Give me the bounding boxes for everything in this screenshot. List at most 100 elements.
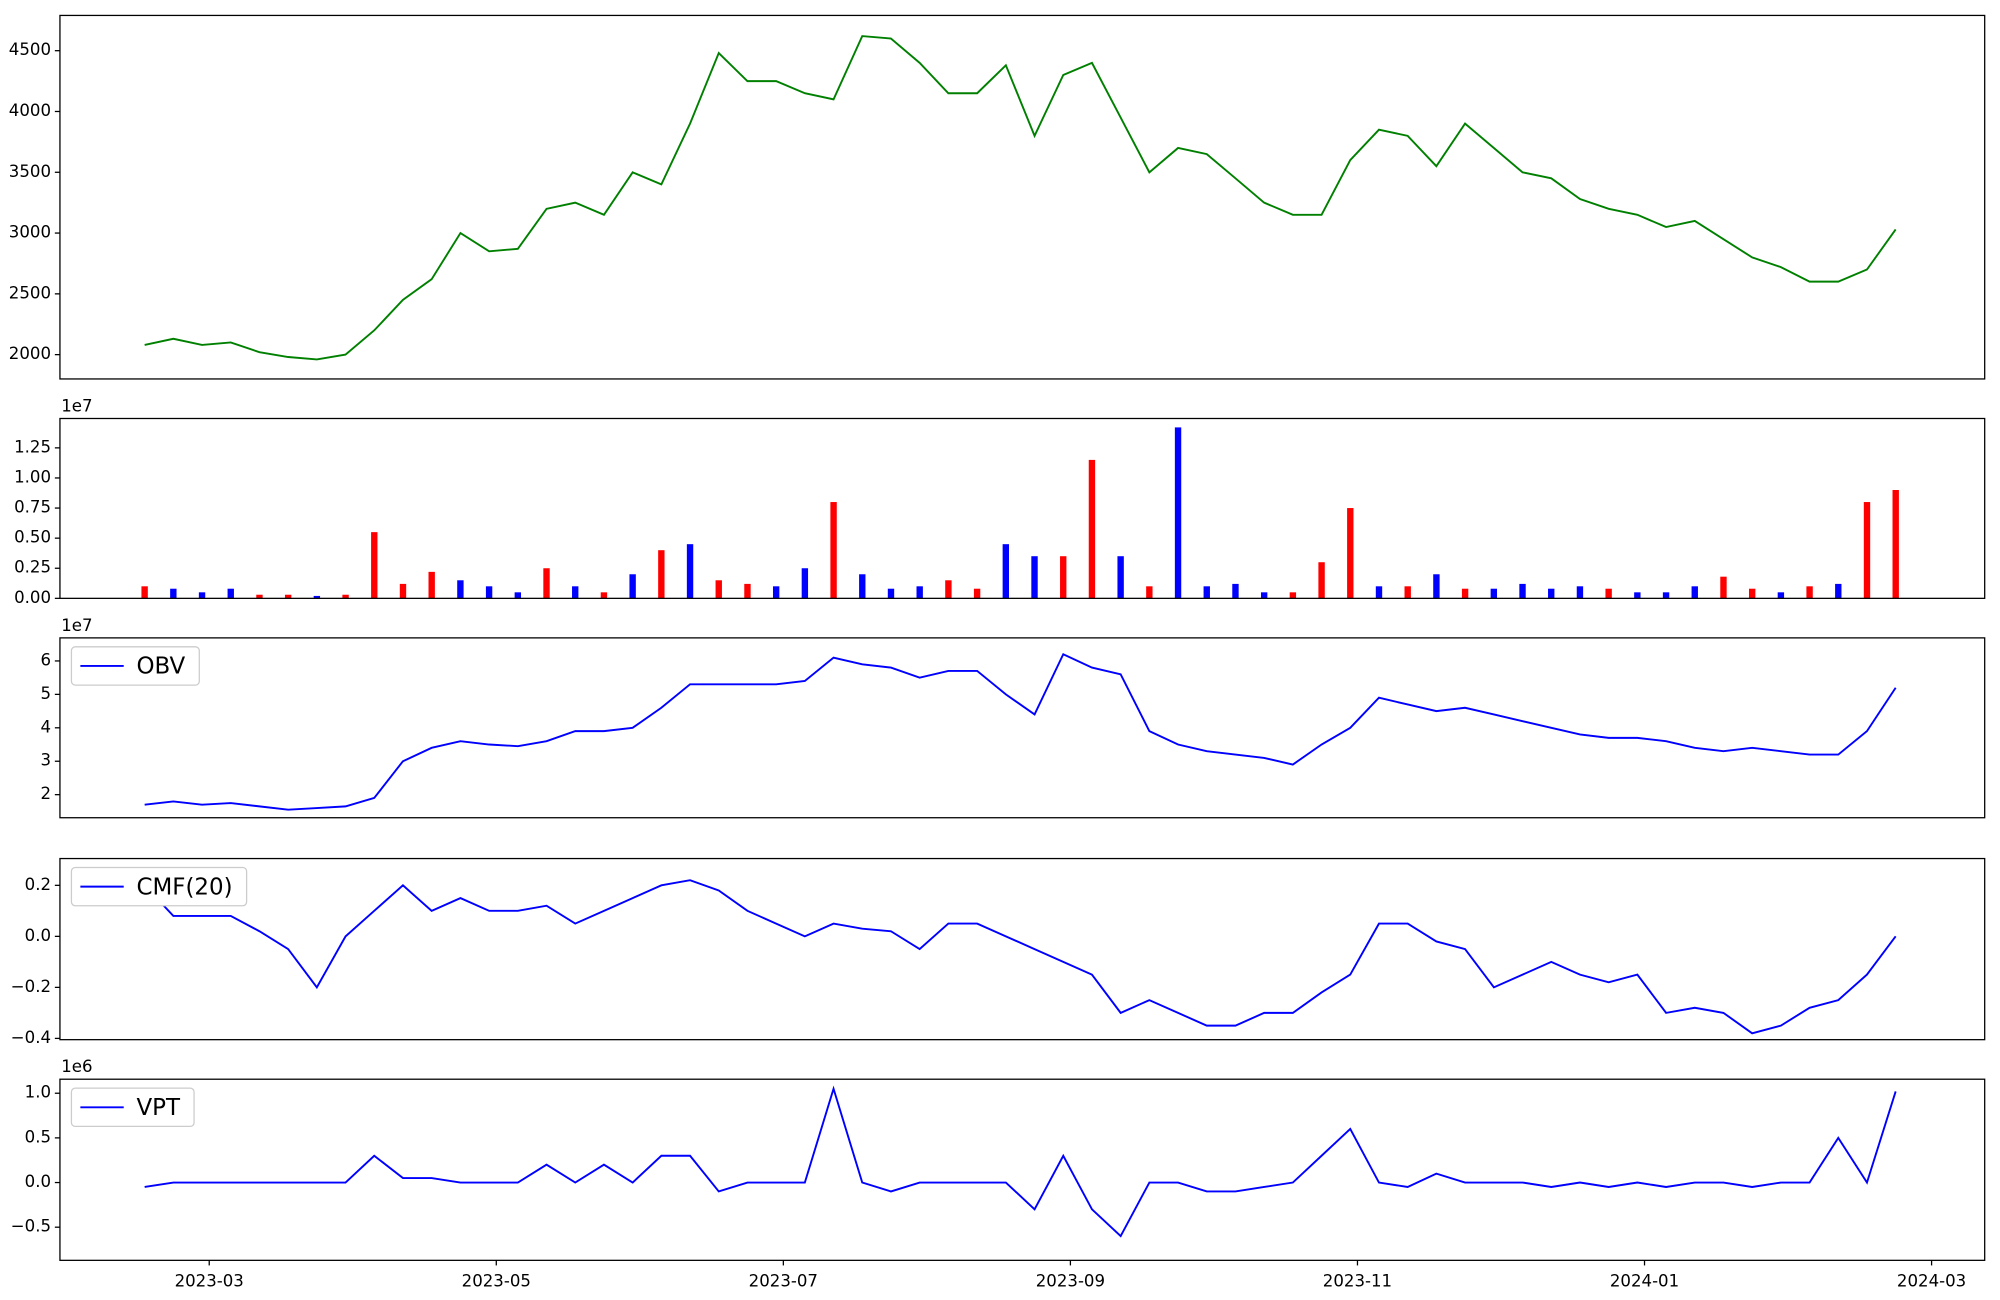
y-tick-label: 4 xyxy=(40,717,51,736)
bar xyxy=(916,586,923,599)
bar xyxy=(1576,586,1584,599)
x-tick-label: 2023-05 xyxy=(462,1272,531,1291)
bar xyxy=(1634,592,1641,599)
bar xyxy=(1060,556,1067,599)
legend-label: VPT xyxy=(136,1095,181,1121)
bar xyxy=(514,592,522,599)
bar xyxy=(256,594,263,599)
bar xyxy=(1347,508,1354,599)
y-tick-label: 0.2 xyxy=(25,875,51,894)
y-tick-label: 0.0 xyxy=(25,926,51,945)
panel: 0.00 0.25 0.50 0.75 1.00 1.25 1e7 xyxy=(14,397,1986,607)
bar xyxy=(428,571,435,599)
y-tick-label: −0.2 xyxy=(11,977,51,996)
offset-label: 1e7 xyxy=(61,397,92,416)
y-tick-label: 5 xyxy=(40,684,51,703)
bar xyxy=(1174,427,1182,599)
legend: OBV xyxy=(70,646,200,686)
panel: 2000 2500 3000 3500 4000 4500 xyxy=(9,14,1986,380)
bar xyxy=(1433,574,1440,599)
y-tick-label: 0.25 xyxy=(14,558,51,577)
bar xyxy=(830,502,837,599)
y-tick-label: 3500 xyxy=(9,162,51,181)
y-tick-label: 1.0 xyxy=(25,1083,51,1102)
bar xyxy=(1548,588,1555,599)
y-tick-label: 0.50 xyxy=(14,528,51,547)
bar xyxy=(801,568,809,599)
x-tick-label: 2023-07 xyxy=(749,1272,818,1291)
bar xyxy=(686,544,694,599)
bar xyxy=(543,568,550,599)
y-tick-label: 0.0 xyxy=(25,1172,51,1191)
y-tick-label: 3000 xyxy=(9,223,51,242)
legend-box xyxy=(70,1087,195,1128)
bar xyxy=(485,586,493,599)
y-tick-label: 2500 xyxy=(9,283,51,302)
bar xyxy=(170,588,177,599)
y-tick-label: 0.5 xyxy=(25,1127,51,1146)
offset-label: 1e7 xyxy=(61,616,92,635)
bar xyxy=(1002,544,1010,599)
bar xyxy=(1117,556,1124,599)
bar xyxy=(572,586,579,599)
bar xyxy=(887,588,895,599)
bar xyxy=(658,550,665,599)
x-tick-label: 2024-01 xyxy=(1610,1272,1679,1291)
bar xyxy=(1375,586,1383,599)
bar xyxy=(1605,588,1612,599)
legend-label: CMF(20) xyxy=(136,874,232,900)
bar xyxy=(1318,562,1325,599)
y-tick-label: 6 xyxy=(40,650,51,669)
bar xyxy=(715,580,722,599)
bar xyxy=(1088,459,1096,599)
x-tick-label: 2023-09 xyxy=(1036,1272,1105,1291)
bar xyxy=(629,574,636,599)
bar xyxy=(1232,583,1239,599)
x-tick-label: 2023-03 xyxy=(175,1272,244,1291)
bar xyxy=(1806,586,1813,599)
y-tick-label: −0.5 xyxy=(11,1217,51,1236)
line xyxy=(143,879,1897,1035)
bar xyxy=(1031,556,1038,599)
panel: 2 3 4 5 6 1e7 OBV xyxy=(40,616,1986,819)
bar xyxy=(1260,592,1268,599)
frame xyxy=(59,857,1986,1041)
offset-label: 1e6 xyxy=(61,1057,92,1076)
bar xyxy=(457,580,464,599)
bar xyxy=(1777,592,1785,599)
bar xyxy=(1519,583,1526,599)
legend-box xyxy=(70,866,248,907)
frame xyxy=(59,637,1986,819)
bar xyxy=(1748,588,1756,599)
bar xyxy=(1289,592,1297,599)
bar xyxy=(1863,502,1871,599)
y-tick-label: 2 xyxy=(40,784,51,803)
bar xyxy=(772,586,780,599)
x-tick-label: 2024-03 xyxy=(1897,1272,1966,1291)
frame xyxy=(59,417,1986,599)
x-tick-label: 2023-11 xyxy=(1323,1272,1392,1291)
bar xyxy=(284,594,292,599)
bar xyxy=(1691,586,1698,599)
y-tick-label: 2000 xyxy=(9,344,51,363)
y-tick-label: 1.25 xyxy=(14,437,51,456)
bar xyxy=(600,592,608,599)
y-tick-label: 4000 xyxy=(9,101,51,120)
y-tick-label: 0.00 xyxy=(14,588,51,607)
y-tick-label: −0.4 xyxy=(11,1028,51,1047)
bar xyxy=(198,592,206,599)
bar xyxy=(1490,588,1498,599)
frame xyxy=(59,14,1986,380)
panel: −0.5 0.0 0.5 1.0 2023-03 2023-05 2023-07 2023-0… xyxy=(11,1057,1986,1291)
line xyxy=(144,652,1897,811)
y-tick-label: 0.75 xyxy=(14,498,51,517)
panel: −0.4 −0.2 0.0 0.2 CMF(20) xyxy=(11,857,1986,1047)
y-tick-label: 3 xyxy=(40,751,51,770)
bar xyxy=(973,588,981,599)
bar xyxy=(1662,592,1670,599)
line xyxy=(144,35,1897,361)
bar xyxy=(1146,586,1153,599)
bar xyxy=(945,580,952,599)
bar xyxy=(227,588,234,599)
